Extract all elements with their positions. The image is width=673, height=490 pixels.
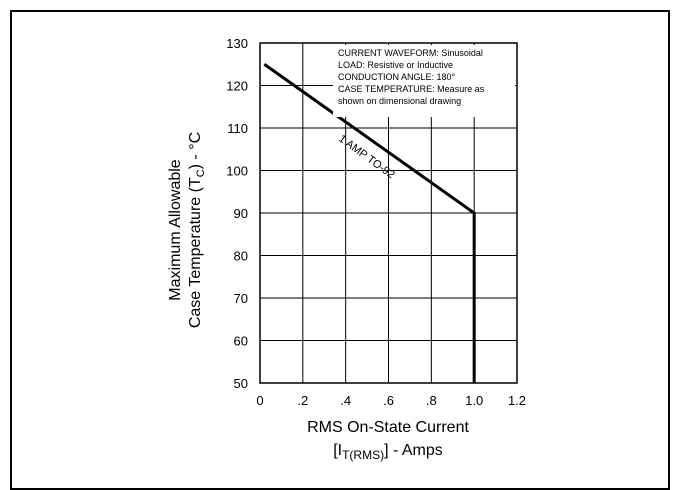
y-tick-label-1: 60 <box>234 334 248 349</box>
plot-border <box>259 42 518 384</box>
tick-labels: 0 .2 .4 .6 .8 1.0 1.2 50 60 70 80 90 100 110 120 130 <box>226 36 526 408</box>
y-tick-label-5: 100 <box>226 164 248 179</box>
x-tick-label-4: .8 <box>426 393 437 408</box>
x-axis-title-line2: [IT(RMS)] - Amps <box>333 442 443 462</box>
y-tick-label-7: 120 <box>226 79 248 94</box>
annotation-line-0: CURRENT WAVEFORM: Sinusoidal <box>338 48 483 58</box>
y-axis-title: Maximum Allowable Case Temperature (TC) … <box>167 132 207 328</box>
annotation-line-1: LOAD: Resistive or Inductive <box>338 60 453 70</box>
annotation-block: CURRENT WAVEFORM: Sinusoidal LOAD: Resist… <box>333 45 515 117</box>
x-tick-label-3: .6 <box>383 393 394 408</box>
y-tick-label-0: 50 <box>234 376 248 391</box>
y-axis-title-line2-sub: C <box>195 169 207 177</box>
y-tick-label-8: 130 <box>226 36 248 51</box>
y-axis-title-line2: Case Temperature (TC) - °C <box>187 132 207 328</box>
x-tick-label-6: 1.2 <box>508 393 526 408</box>
y-tick-label-3: 80 <box>234 249 248 264</box>
x-tick-label-1: .2 <box>297 393 308 408</box>
annotation-line-3: CASE TEMPERATURE: Measure as <box>338 84 485 94</box>
y-axis-title-line2-suffix: ) - °C <box>187 132 204 170</box>
x-axis-title-line2-prefix: [I <box>333 442 342 459</box>
x-tick-label-0: 0 <box>256 393 263 408</box>
y-axis-title-line1: Maximum Allowable <box>167 159 184 300</box>
annotation-background <box>333 45 515 117</box>
x-axis-title-line2-suffix: ] - Amps <box>384 442 443 459</box>
x-axis-title-line1: RMS On-State Current <box>307 419 469 436</box>
x-axis-title-line2-sub: T(RMS) <box>342 448 384 462</box>
y-tick-label-2: 70 <box>234 291 248 306</box>
annotation-line-4: shown on dimensional drawing <box>338 96 461 106</box>
y-tick-label-6: 110 <box>227 121 248 136</box>
y-axis-title-line2-prefix: Case Temperature (T <box>187 177 204 328</box>
annotation-line-2: CONDUCTION ANGLE: 180° <box>338 72 456 82</box>
y-tick-label-4: 90 <box>234 206 248 221</box>
x-tick-label-5: 1.0 <box>465 393 483 408</box>
x-tick-label-2: .4 <box>340 393 351 408</box>
